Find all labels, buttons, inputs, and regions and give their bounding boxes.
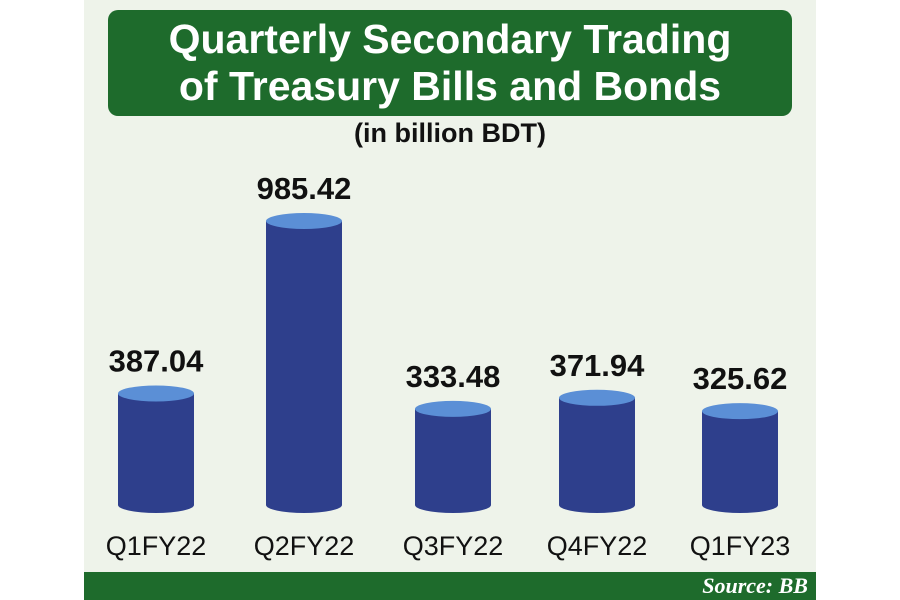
bar-top: [559, 389, 635, 406]
bar-body: [118, 393, 194, 513]
bar-Q1FY22: 387.04 Q1FY22: [106, 343, 207, 561]
category-label: Q1FY22: [106, 531, 207, 561]
bar-top: [266, 213, 342, 229]
bar-top: [702, 403, 778, 420]
category-label: Q1FY23: [690, 531, 791, 561]
category-label: Q3FY22: [403, 531, 504, 561]
source-credit: Source: BB: [702, 573, 808, 598]
chart-subtitle: (in billion BDT): [354, 118, 546, 148]
bar-body: [266, 221, 342, 513]
category-label: Q2FY22: [254, 531, 355, 561]
value-label: 371.94: [550, 348, 646, 383]
bar-top: [415, 400, 491, 417]
value-label: 325.62: [693, 361, 788, 396]
title-banner: Quarterly Secondary Trading of Treasury …: [108, 10, 792, 116]
bar-body: [702, 411, 778, 513]
category-label: Q4FY22: [547, 531, 648, 561]
bar-top: [118, 385, 194, 402]
value-label: 985.42: [257, 171, 352, 206]
chart-title: Quarterly Secondary Trading of Treasury …: [168, 16, 732, 109]
bar-body: [559, 397, 635, 513]
footer-bar: Source: BB: [84, 572, 816, 600]
bar-Q4FY22: 371.94 Q4FY22: [547, 348, 648, 561]
bar-Q3FY22: 333.48 Q3FY22: [403, 359, 504, 561]
bar-Q1FY23: 325.62 Q1FY23: [690, 361, 791, 561]
bar-Q2FY22: 985.42 Q2FY22: [254, 171, 355, 561]
bar-body: [415, 408, 491, 513]
value-label: 387.04: [109, 343, 205, 378]
value-label: 333.48: [406, 359, 501, 394]
